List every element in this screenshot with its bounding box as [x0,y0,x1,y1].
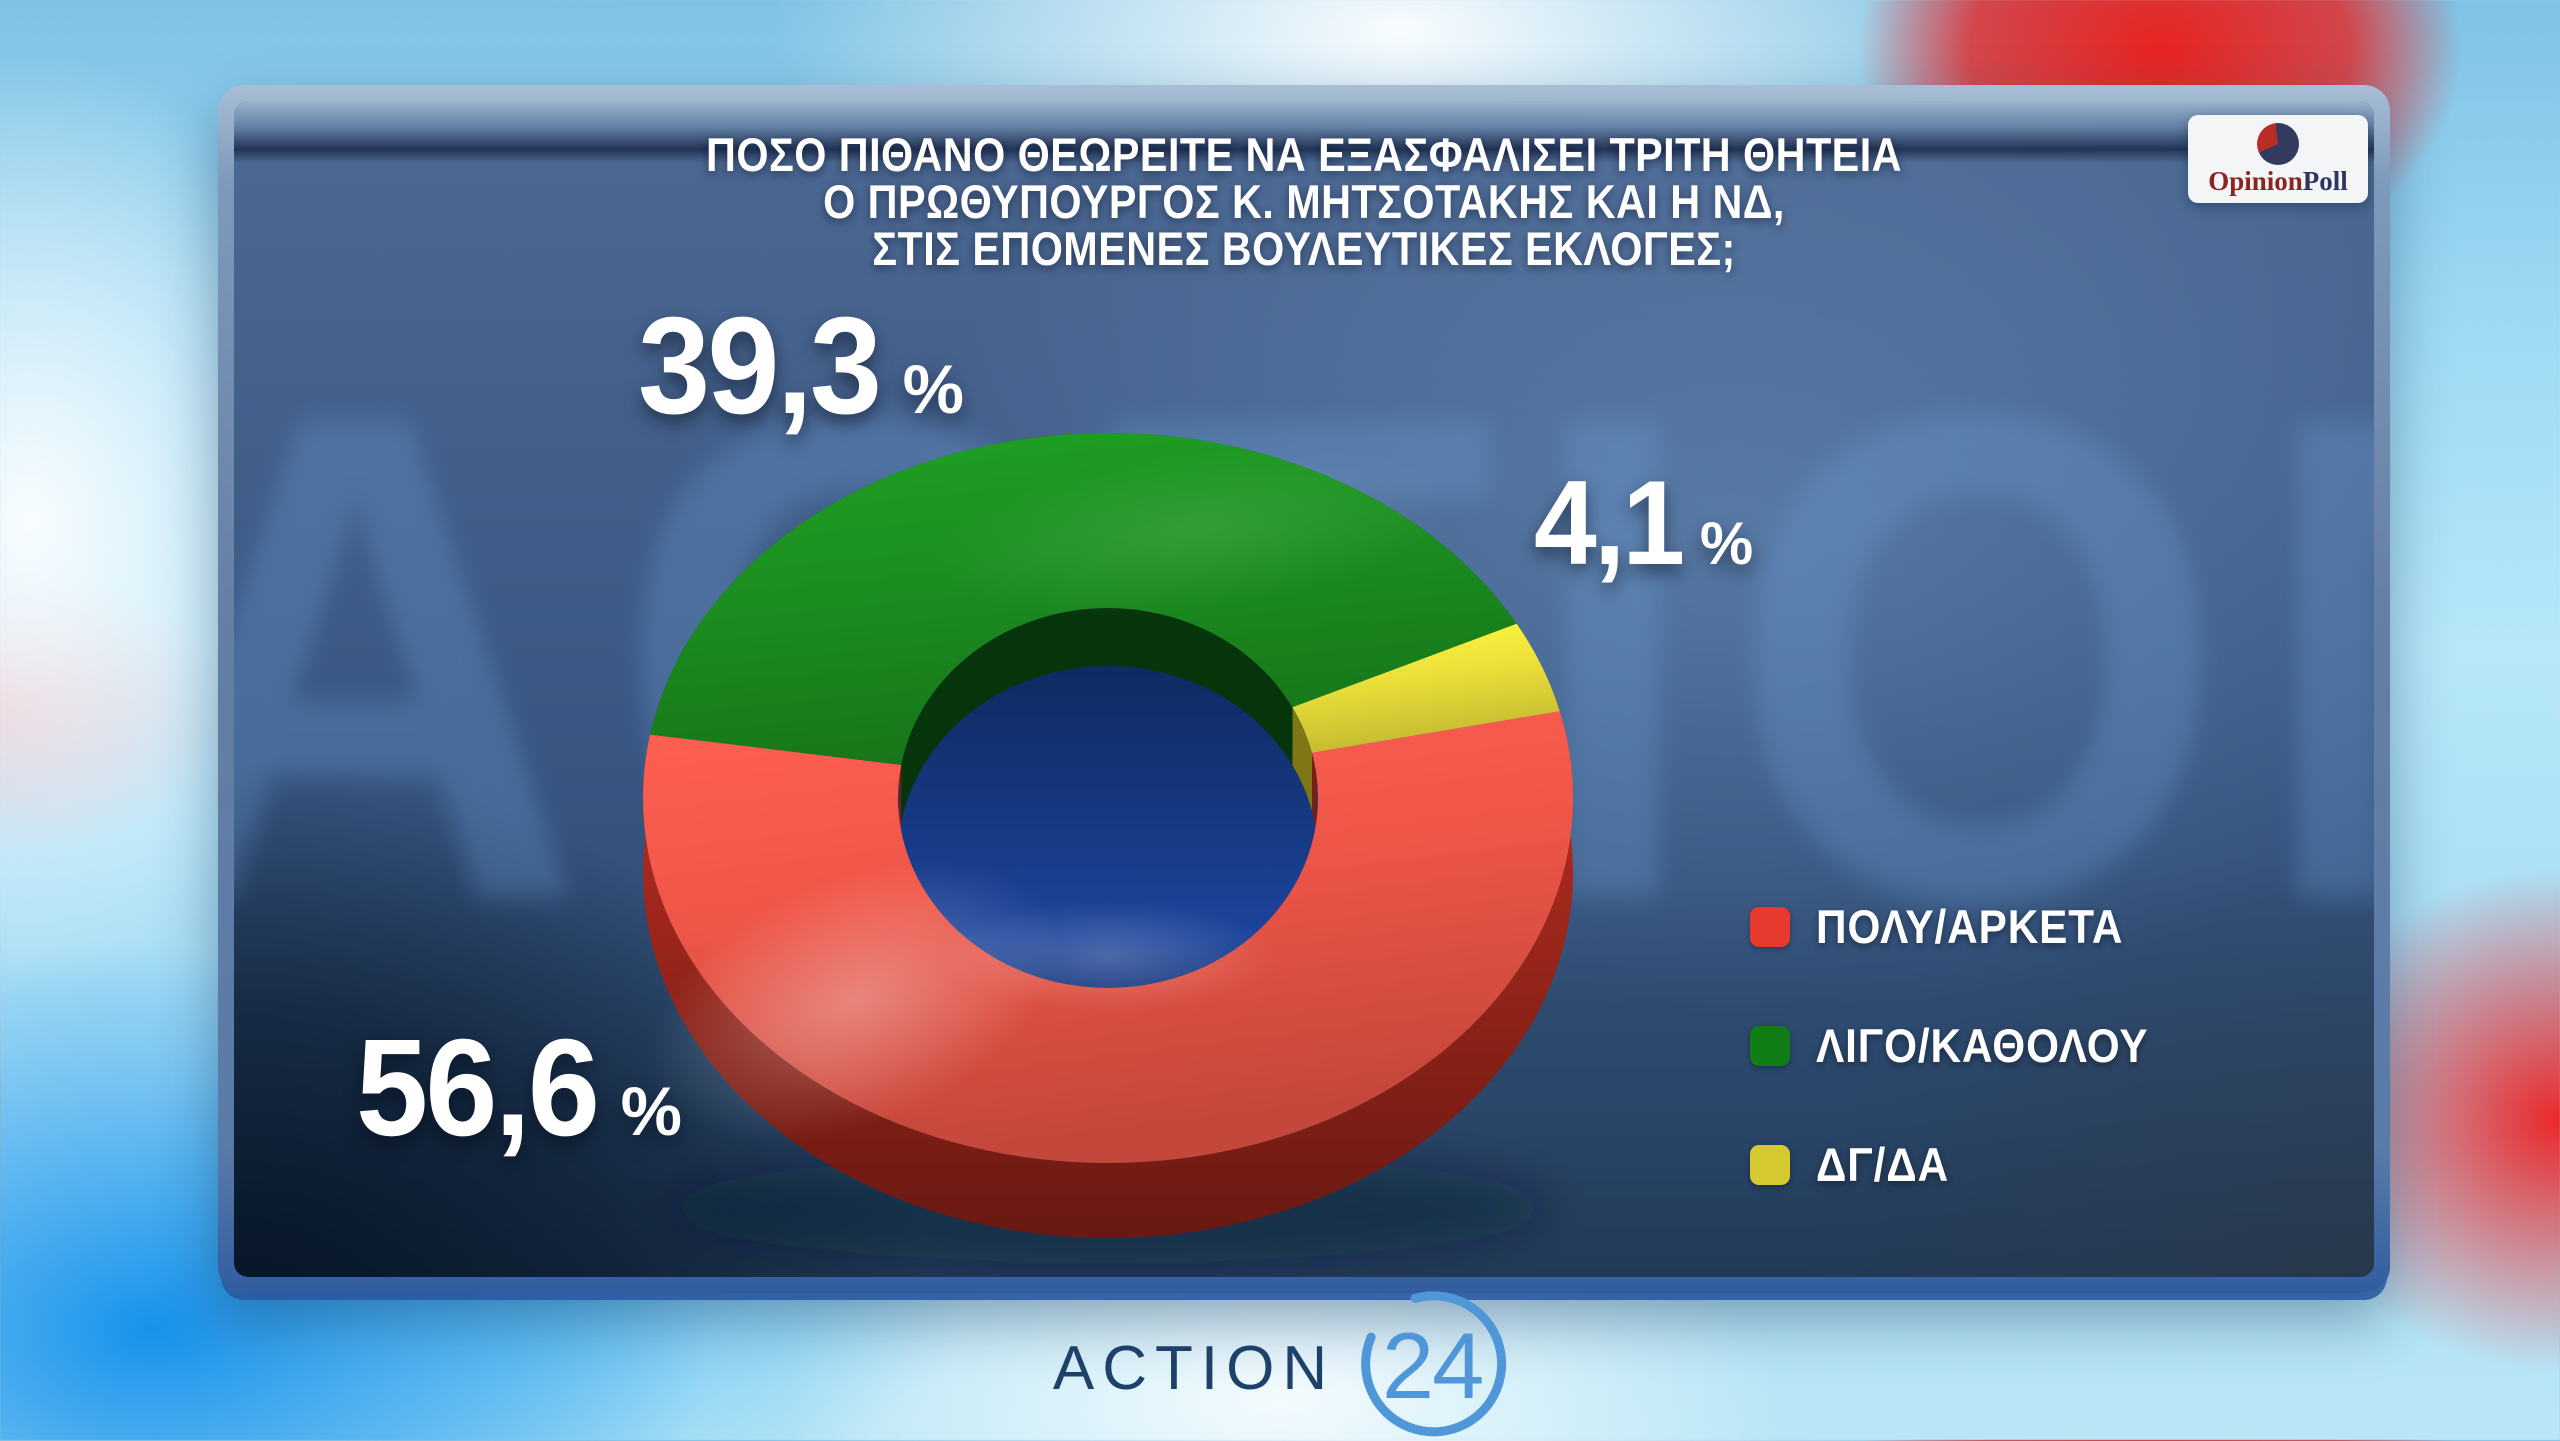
opinion-poll-badge: OpinionPoll [2188,115,2368,203]
value-label-dg-da: 4,1% [1534,456,1754,590]
value-label-ligo-katholou: 39,3% [638,289,964,443]
poll-question-line-2: Ο ΠΡΩΘΥΠΟΥΡΓΟΣ Κ. ΜΗΤΣΟΤΑΚΗΣ ΚΑΙ Η ΝΔ, [823,175,1785,228]
channel-24-circle-icon [1361,1291,1507,1437]
chart-legend: ΠΟΛΥ/ΑΡΚΕΤΑ ΛΙΓΟ/ΚΑΘΟΛΟΥ ΔΓ/ΔΑ [1750,899,2185,1192]
brand-opinion: Opinion [2208,166,2303,196]
legend-item-poly-arketa: ΠΟΛΥ/ΑΡΚΕΤΑ [1750,899,2185,954]
poll-question: ΠΟΣΟ ΠΙΘΑΝΟ ΘΕΩΡΕΙΤΕ ΝΑ ΕΞΑΣΦΑΛΙΣΕΙ ΤΡΙΤ… [234,131,2374,272]
poll-question-line-3: ΣΤΙΣ ΕΠΟΜΕΝΕΣ ΒΟΥΛΕΥΤΙΚΕΣ ΕΚΛΟΓΕΣ; [872,222,1736,275]
panel-top-bevel [234,101,2374,163]
percent-sign: % [1699,510,1754,577]
channel-number-text: 24 [1381,1313,1485,1418]
brand-poll: Poll [2302,166,2348,196]
percent-sign: % [620,1073,682,1150]
legend-swatch-red-icon [1750,906,1790,947]
channel-name-text: ACTION [1052,1333,1336,1403]
channel-logo: ACTION 24 [0,1291,2560,1440]
legend-item-dg-da: ΔΓ/ΔΑ [1750,1137,2185,1192]
poll-question-line-1: ΠΟΣΟ ΠΙΘΑΝΟ ΘΕΩΡΕΙΤΕ ΝΑ ΕΞΑΣΦΑΛΙΣΕΙ ΤΡΙΤ… [706,128,1902,181]
legend-item-ligo-katholou: ΛΙΓΟ/ΚΑΘΟΛΟΥ [1750,1018,2185,1073]
legend-swatch-yellow-icon [1750,1144,1790,1185]
legend-swatch-green-icon [1750,1025,1790,1066]
channel-24-emblem: 24 [1357,1291,1507,1441]
poll-panel-frame: ACTION ΠΟΣΟ ΠΙΘΑΝΟ ΘΕΩΡΕΙΤΕ ΝΑ ΕΞΑΣΦΑΛΙΣ… [218,85,2390,1293]
percent-sign: % [902,351,964,428]
poll-panel: ACTION ΠΟΣΟ ΠΙΘΑΝΟ ΘΕΩΡΕΙΤΕ ΝΑ ΕΞΑΣΦΑΛΙΣ… [234,101,2374,1277]
value-label-poly-arketa: 56,6% [356,1011,682,1165]
opinion-poll-brand: OpinionPoll [2208,168,2348,195]
pie-chart-icon [2257,123,2299,165]
